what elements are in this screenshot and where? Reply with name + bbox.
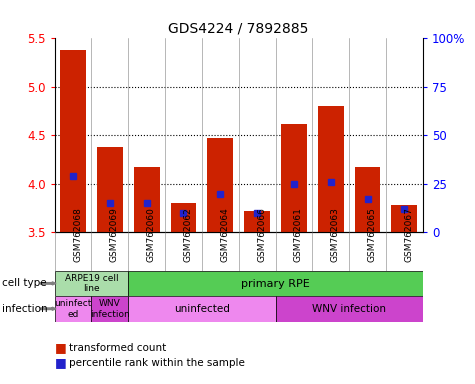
Text: transformed count: transformed count bbox=[69, 343, 166, 353]
Bar bbox=[171, 203, 196, 232]
Text: ARPE19 cell
line: ARPE19 cell line bbox=[65, 274, 118, 293]
Bar bbox=[55, 271, 128, 296]
Bar bbox=[318, 106, 343, 232]
Bar bbox=[91, 296, 128, 322]
Text: GSM762064: GSM762064 bbox=[220, 207, 229, 262]
Bar bbox=[281, 124, 307, 232]
Text: uninfected: uninfected bbox=[174, 304, 230, 314]
Bar bbox=[134, 167, 160, 232]
Text: GSM762068: GSM762068 bbox=[73, 207, 82, 262]
Bar bbox=[208, 138, 233, 232]
Text: GSM762066: GSM762066 bbox=[257, 207, 266, 262]
Bar bbox=[55, 296, 91, 322]
Text: GSM762063: GSM762063 bbox=[331, 207, 340, 262]
Text: WNV infection: WNV infection bbox=[312, 304, 386, 314]
Text: GSM762061: GSM762061 bbox=[294, 207, 303, 262]
Bar bbox=[355, 167, 380, 232]
Bar bbox=[276, 296, 423, 322]
Bar bbox=[128, 271, 423, 296]
Text: uninfect
ed: uninfect ed bbox=[54, 299, 92, 319]
Bar bbox=[244, 211, 270, 232]
Text: GSM762067: GSM762067 bbox=[404, 207, 413, 262]
Text: WNV
infection: WNV infection bbox=[90, 299, 130, 319]
Text: infection: infection bbox=[2, 304, 48, 314]
Text: cell type: cell type bbox=[2, 278, 47, 288]
Bar bbox=[391, 205, 417, 232]
Text: percentile rank within the sample: percentile rank within the sample bbox=[69, 358, 245, 368]
Title: GDS4224 / 7892885: GDS4224 / 7892885 bbox=[169, 22, 309, 36]
Text: GSM762060: GSM762060 bbox=[147, 207, 156, 262]
Text: GSM762062: GSM762062 bbox=[183, 207, 192, 262]
Text: GSM762069: GSM762069 bbox=[110, 207, 119, 262]
Bar bbox=[97, 147, 123, 232]
Text: primary RPE: primary RPE bbox=[241, 278, 310, 289]
Bar bbox=[60, 50, 86, 232]
Bar bbox=[128, 296, 276, 322]
Text: GSM762065: GSM762065 bbox=[368, 207, 377, 262]
Text: ■: ■ bbox=[55, 341, 66, 354]
Text: ■: ■ bbox=[55, 356, 66, 369]
